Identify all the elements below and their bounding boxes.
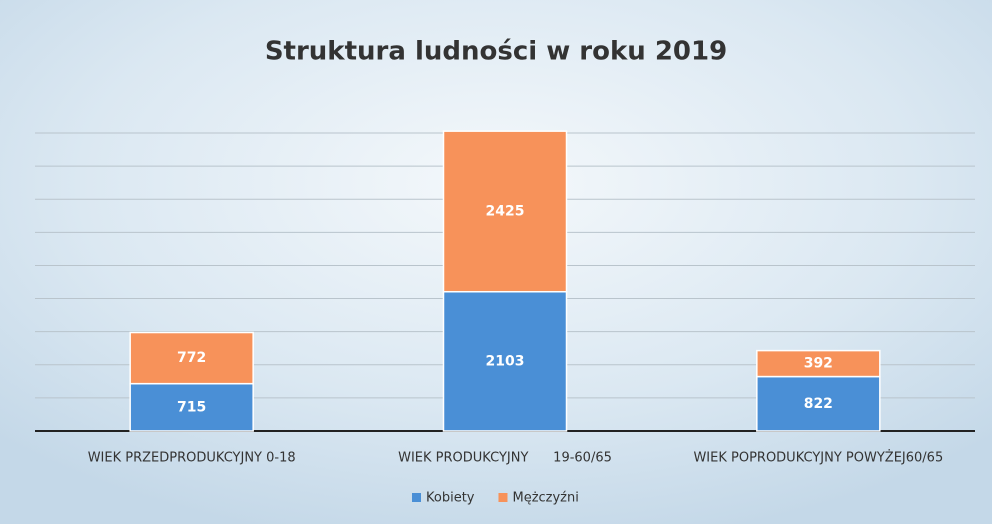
value-label: 392 <box>804 356 833 372</box>
legend-swatch <box>412 493 421 502</box>
bar-segment <box>129 382 254 432</box>
legend-label: Mężczyźni <box>512 491 578 506</box>
x-tick-label: WIEK POPRODUKCYJNY POWYŻEJ60/65 <box>693 450 943 466</box>
chart-title: Struktura ludności w roku 2019 <box>265 37 727 67</box>
bar-segment <box>442 290 568 432</box>
bar-segment <box>756 375 881 432</box>
bar-segment <box>756 349 881 378</box>
bar-segment <box>442 130 568 293</box>
x-tick-label: WIEK PRODUKCYJNY 19-60/65 <box>398 451 612 466</box>
value-label: 772 <box>177 350 206 366</box>
value-label: 715 <box>177 399 206 415</box>
x-tick-label: WIEK PRZEDPRODUKCYJNY 0-18 <box>88 451 296 466</box>
legend-label: Kobiety <box>426 491 475 506</box>
value-label: 2103 <box>486 353 525 369</box>
legend-swatch <box>498 493 508 502</box>
bar-segment <box>129 331 254 385</box>
value-label: 2425 <box>486 203 525 219</box>
value-label: 822 <box>804 396 833 412</box>
